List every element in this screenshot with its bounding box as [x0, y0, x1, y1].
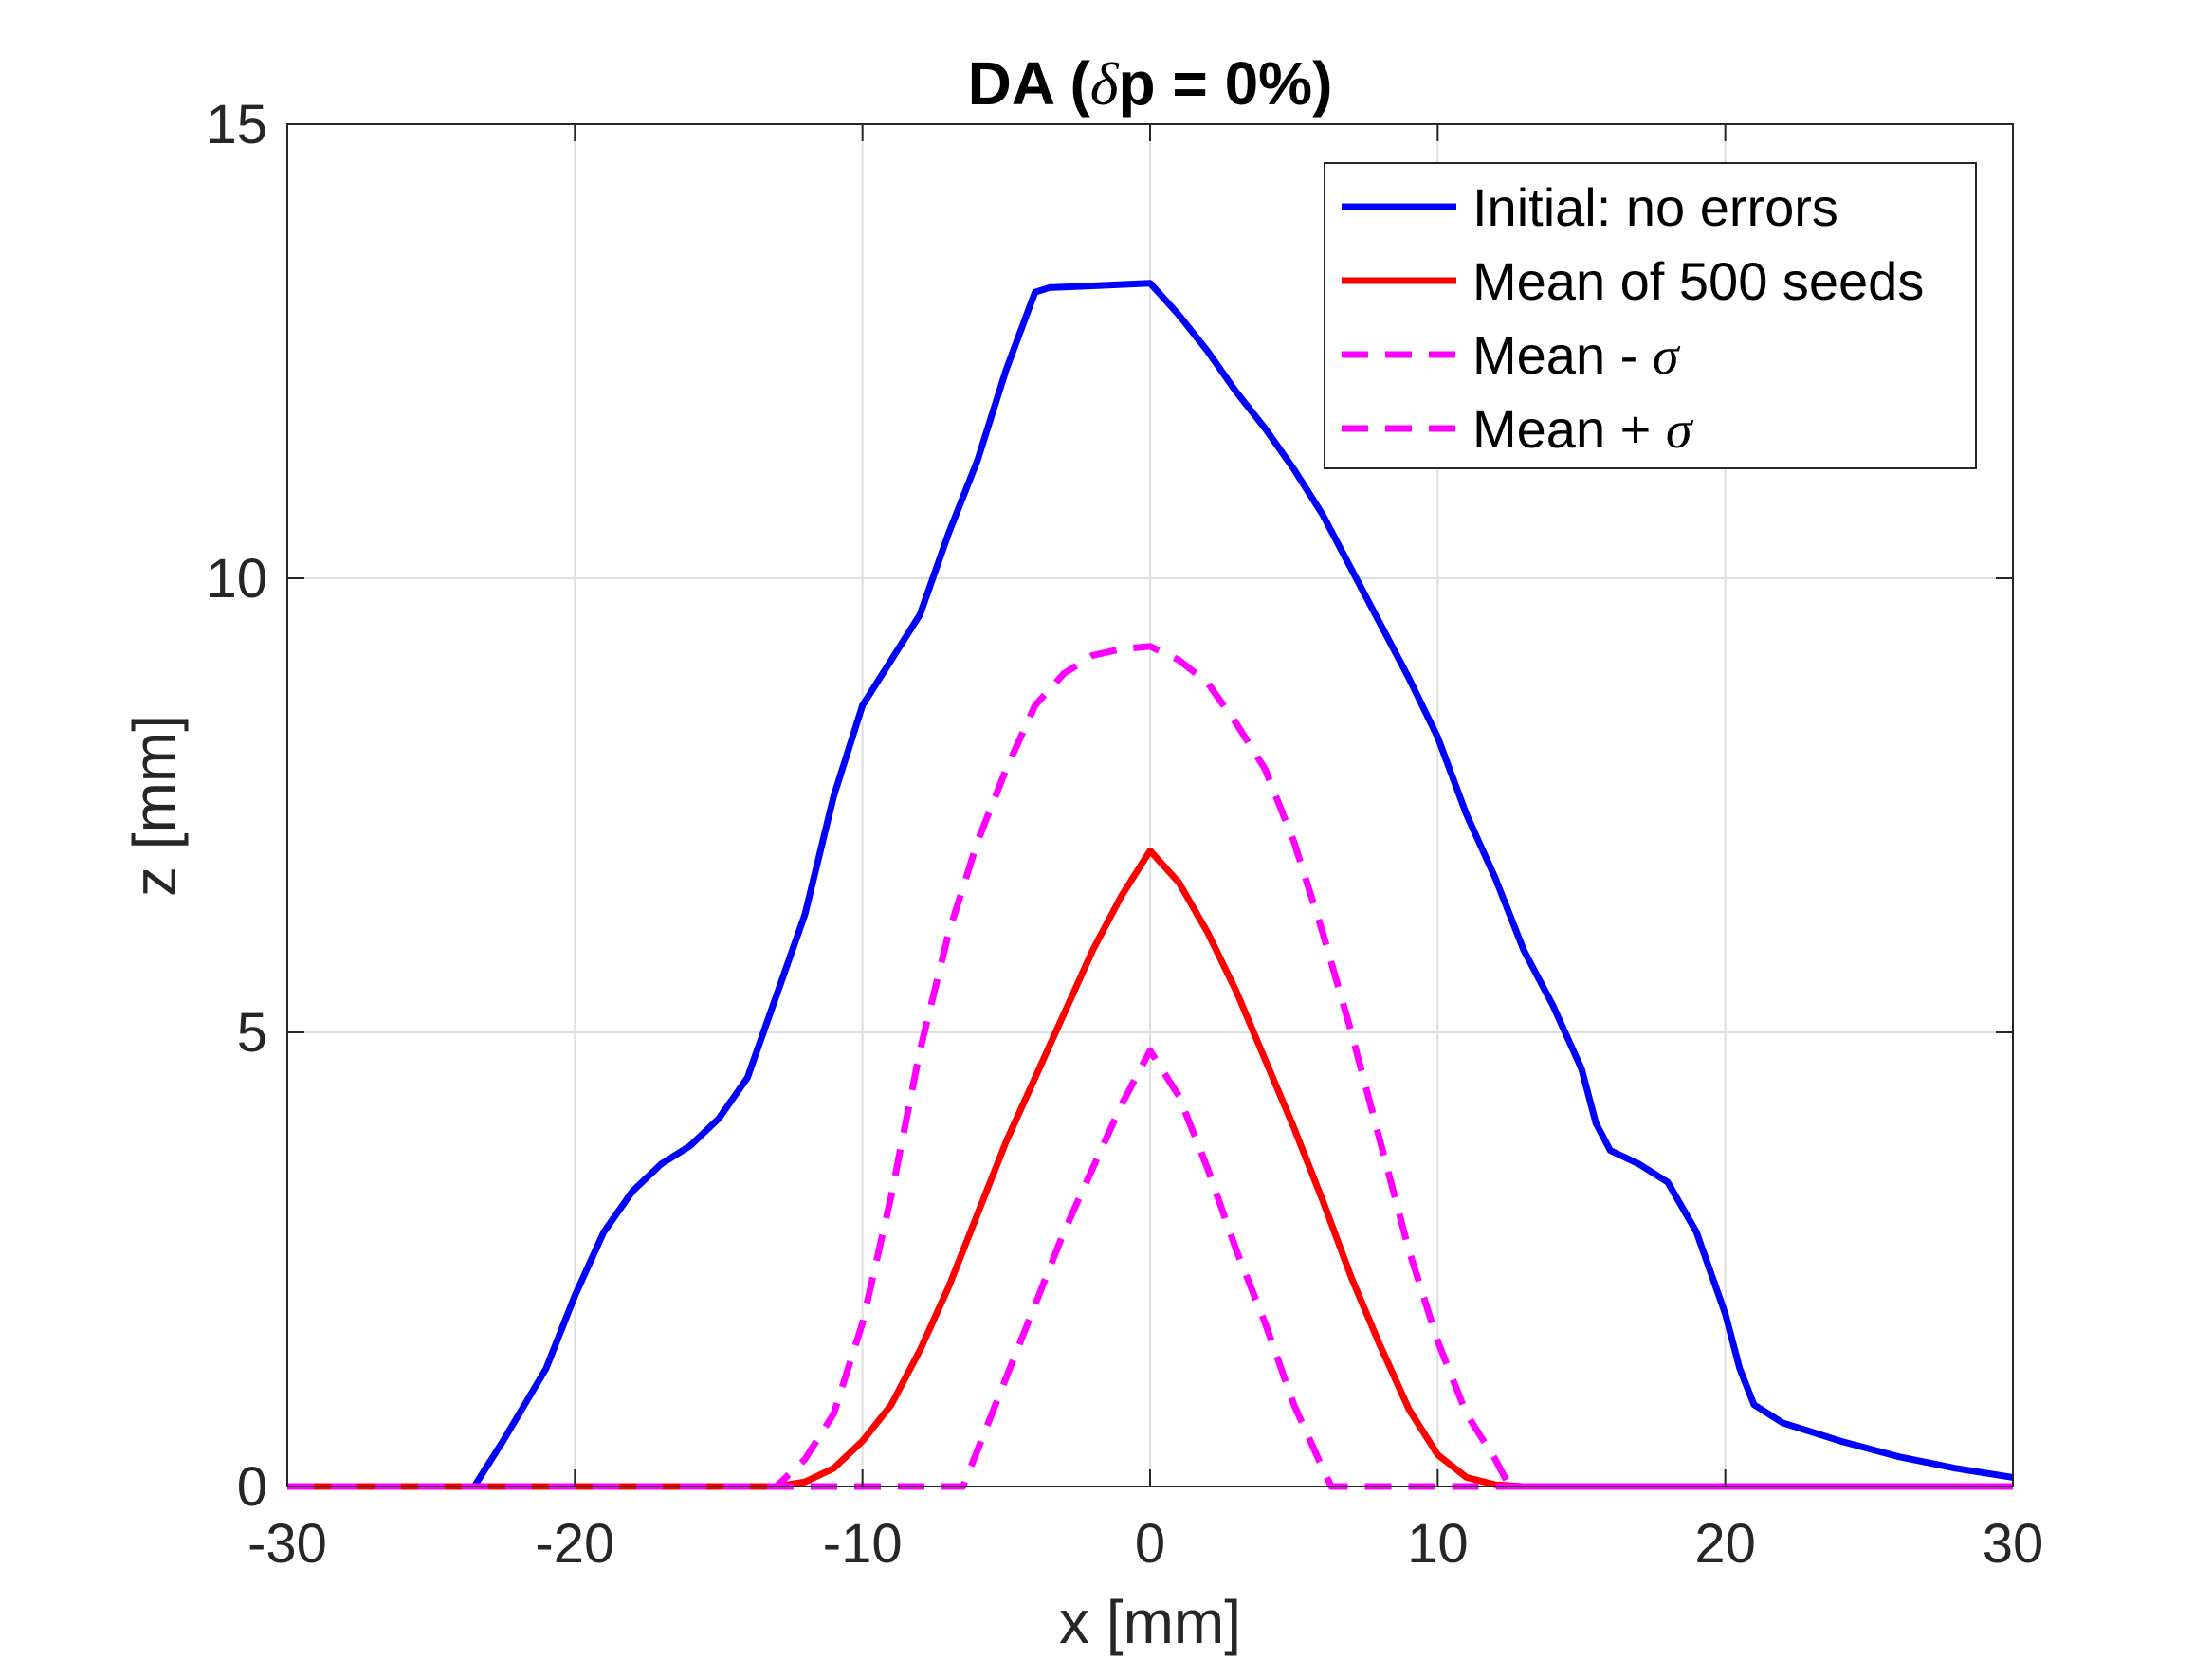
x-tick-label: 20 — [1694, 1513, 1756, 1575]
series-layer — [287, 280, 2014, 1490]
y-tick-label: 15 — [206, 94, 267, 155]
x-tick-label: -30 — [247, 1513, 327, 1575]
legend-label-mean: Mean of 500 seeds — [1472, 251, 1924, 311]
x-tick-label: 10 — [1407, 1513, 1469, 1575]
series-line-mean-minus-sigma — [287, 643, 2013, 1490]
x-tick-label: 0 — [1135, 1513, 1165, 1575]
x-tick-label: -10 — [823, 1513, 903, 1575]
chart-title: DA (δp = 0%) — [968, 49, 1333, 118]
tick-labels: -30 -20 -10 0 10 20 30 0 5 10 15 — [206, 94, 2043, 1575]
y-tick-label: 10 — [206, 548, 267, 610]
series-line-mean-plus-sigma — [287, 1047, 2013, 1490]
legend-label-mean-plus-sigma: Mean + σ — [1472, 399, 1694, 460]
x-tick-label: -20 — [535, 1513, 614, 1575]
y-axis-label: z [mm] — [120, 715, 189, 897]
legend-label-initial: Initial: no errors — [1472, 177, 1838, 237]
series-line-mean — [287, 847, 2013, 1490]
legend-box — [1324, 162, 1977, 469]
legend: Initial: no errors Mean of 500 seeds Mea… — [1324, 162, 1977, 469]
y-tick-label: 5 — [237, 1002, 267, 1064]
legend-label-mean-minus-sigma: Mean - σ — [1472, 325, 1681, 386]
y-tick-label: 0 — [237, 1456, 267, 1518]
x-tick-label: 30 — [1983, 1513, 2044, 1575]
x-axis-label: x [mm] — [1059, 1588, 1241, 1656]
ticks — [286, 123, 2014, 1487]
series-line-initial — [287, 280, 2014, 1490]
